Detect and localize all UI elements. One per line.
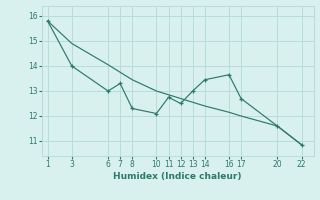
X-axis label: Humidex (Indice chaleur): Humidex (Indice chaleur) <box>113 172 242 181</box>
